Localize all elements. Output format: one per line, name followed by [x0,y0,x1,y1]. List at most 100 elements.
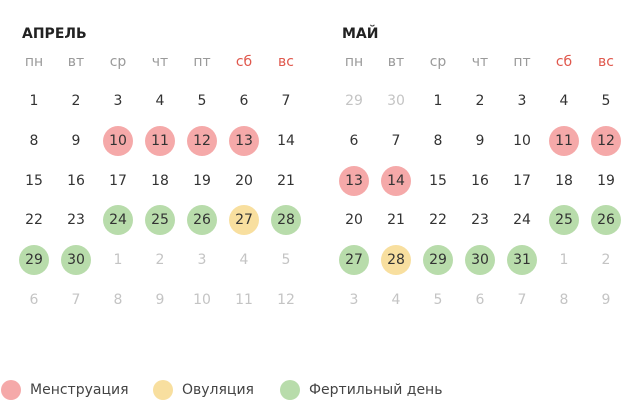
weekday: вс [278,54,294,70]
day: 3 [518,93,527,109]
day: 22 [429,212,447,228]
day: 29 [25,252,43,268]
day: 11 [555,133,573,149]
day: 17 [109,173,127,189]
day: 2 [476,93,485,109]
day: 19 [597,173,615,189]
weekday: пн [25,54,43,70]
day-marker [103,205,133,235]
weekday: ср [110,54,127,70]
day: 8 [434,133,443,149]
day: 10 [513,133,531,149]
day: 1 [434,93,443,109]
day: 8 [560,292,569,308]
day: 7 [282,93,291,109]
day: 29 [345,93,363,109]
day: 4 [560,93,569,109]
day: 2 [72,93,81,109]
day: 18 [555,173,573,189]
day: 17 [513,173,531,189]
day: 14 [387,173,405,189]
month-title: МАЙ [342,25,378,42]
day: 2 [156,252,165,268]
legend-label: Менструация [30,382,129,398]
weekday: чт [472,54,488,70]
day: 25 [151,212,169,228]
day: 16 [471,173,489,189]
day-marker [381,166,411,196]
day: 13 [345,173,363,189]
day: 19 [193,173,211,189]
day: 5 [602,93,611,109]
day: 28 [277,212,295,228]
day: 27 [235,212,253,228]
day: 12 [193,133,211,149]
day: 23 [67,212,85,228]
legend-label: Овуляция [182,382,254,398]
weekday: пт [513,54,530,70]
day: 9 [476,133,485,149]
day: 15 [429,173,447,189]
day: 30 [471,252,489,268]
day: 7 [392,133,401,149]
day: 26 [193,212,211,228]
day: 10 [193,292,211,308]
day: 9 [72,133,81,149]
day: 8 [114,292,123,308]
day: 24 [109,212,127,228]
day: 31 [513,252,531,268]
day-marker [507,245,537,275]
day: 29 [429,252,447,268]
weekday: сб [236,54,252,70]
day: 21 [387,212,405,228]
day-marker [187,126,217,156]
weekday: чт [152,54,168,70]
day: 24 [513,212,531,228]
weekday: пт [193,54,210,70]
day-marker [339,245,369,275]
day: 3 [198,252,207,268]
day: 21 [277,173,295,189]
day-marker [591,205,621,235]
day: 5 [434,292,443,308]
day-marker [549,205,579,235]
day: 11 [151,133,169,149]
day: 4 [240,252,249,268]
day: 9 [156,292,165,308]
day: 9 [602,292,611,308]
day: 25 [555,212,573,228]
legend-swatch [280,380,300,400]
day-marker [61,245,91,275]
legend-swatch [153,380,173,400]
day: 3 [114,93,123,109]
day: 10 [109,133,127,149]
day: 30 [387,93,405,109]
day: 7 [72,292,81,308]
day-marker [103,126,133,156]
day: 1 [114,252,123,268]
legend-swatch [1,380,21,400]
day: 20 [235,173,253,189]
day: 5 [198,93,207,109]
day: 6 [240,93,249,109]
day: 28 [387,252,405,268]
day: 13 [235,133,253,149]
day: 8 [30,133,39,149]
weekday: сб [556,54,572,70]
day: 6 [30,292,39,308]
day-marker [271,205,301,235]
day: 3 [350,292,359,308]
day: 26 [597,212,615,228]
day: 4 [392,292,401,308]
day: 27 [345,252,363,268]
day: 30 [67,252,85,268]
day-marker [19,245,49,275]
day-marker [145,126,175,156]
day-marker [381,245,411,275]
day: 6 [350,133,359,149]
weekday: вс [598,54,614,70]
day-marker [229,126,259,156]
day-marker [229,205,259,235]
day: 6 [476,292,485,308]
